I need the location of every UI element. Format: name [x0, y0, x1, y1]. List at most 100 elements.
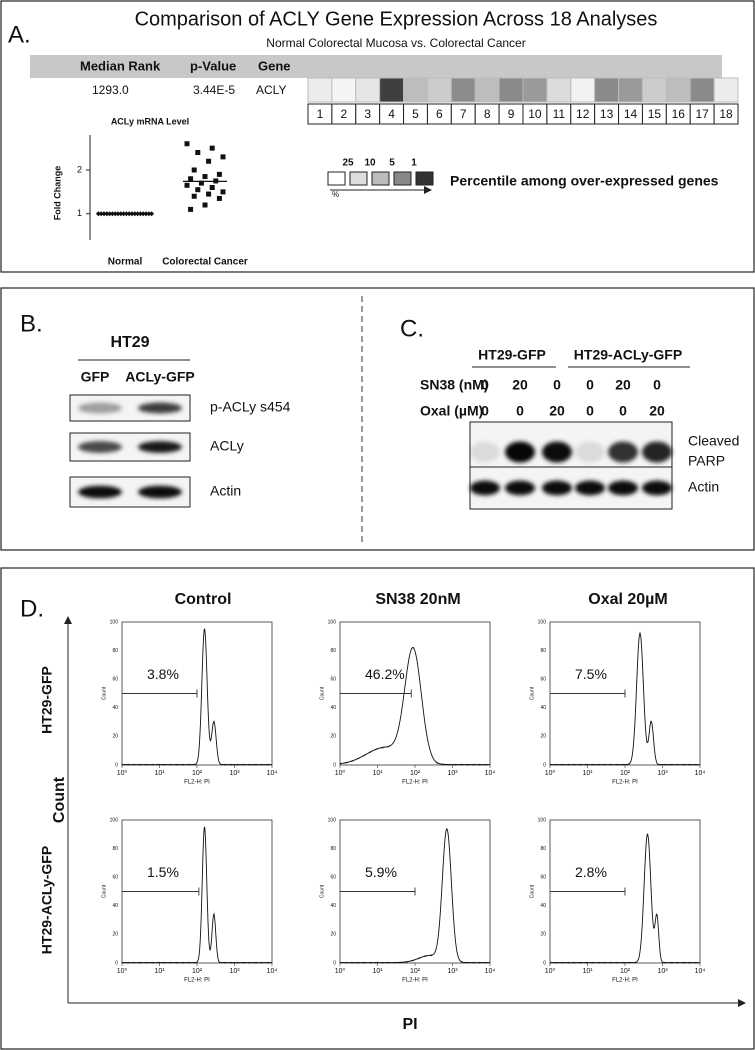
percentage: 46.2% — [365, 666, 405, 682]
x-tick-label: Normal — [108, 257, 143, 268]
column-label: Control — [175, 591, 232, 608]
x-tick-label: 10⁰ — [117, 967, 128, 975]
index-label: 18 — [719, 107, 733, 121]
row-label: HT29-ACLy-GFP — [39, 846, 55, 954]
y-tick-label: 0 — [543, 960, 546, 966]
index-label: 13 — [600, 107, 614, 121]
y-tick-label: 100 — [538, 619, 547, 625]
x-tick-label: 10² — [410, 770, 421, 777]
y-tick-label: 60 — [112, 875, 118, 881]
panel-label: D. — [20, 595, 44, 622]
point — [146, 211, 152, 217]
point — [216, 195, 222, 201]
heat-cell — [307, 77, 333, 103]
table-cell: 1293.0 — [92, 83, 129, 97]
y-tick-label: 60 — [540, 677, 546, 683]
y-tick-label: 20 — [540, 734, 546, 740]
percentage: 3.8% — [147, 666, 179, 682]
x-tick-label: 10² — [192, 968, 203, 975]
subtitle: Normal Colorectal Mucosa vs. Colorectal … — [266, 36, 525, 50]
point — [202, 174, 208, 180]
cell-line: HT29 — [110, 334, 149, 351]
plot-y-label: Count — [529, 686, 535, 700]
plot-x-label: FL2-H: PI — [612, 780, 638, 786]
x-tick-label: 10¹ — [582, 770, 593, 777]
dose-label: 0 — [653, 377, 661, 393]
band — [138, 485, 182, 499]
heat-cell — [474, 77, 500, 103]
heat-cell — [522, 77, 548, 103]
legend-swatch — [327, 171, 346, 186]
y-tick-label: 100 — [110, 817, 119, 823]
dose-label: 0 — [516, 403, 524, 419]
legend-swatch — [349, 171, 368, 186]
axis-label: PI — [402, 1016, 417, 1033]
blot-label: Actin — [688, 479, 719, 495]
x-tick-label: Colorectal Cancer — [162, 257, 248, 268]
point — [191, 193, 197, 199]
index-label: 7 — [460, 107, 467, 121]
heat-cell — [689, 77, 715, 103]
index-label: 9 — [508, 107, 515, 121]
x-tick-label: 10⁰ — [545, 769, 556, 777]
heat-cell — [450, 77, 476, 103]
band — [575, 441, 605, 463]
x-tick-label: 10¹ — [372, 968, 383, 975]
point — [149, 211, 155, 217]
plot-y-label: Count — [319, 686, 325, 700]
x-tick-label: 10⁴ — [267, 968, 278, 975]
x-tick-label: 10² — [192, 770, 203, 777]
table-header: p-Value — [190, 58, 236, 73]
x-tick-label: 10³ — [229, 968, 240, 975]
band — [608, 441, 638, 463]
band — [505, 441, 535, 463]
y-tick-label: 80 — [112, 846, 118, 852]
y-tick-label: 0 — [115, 960, 118, 966]
index-cell — [713, 103, 739, 125]
percentage: 2.8% — [575, 864, 607, 880]
index-label: 11 — [553, 107, 566, 121]
treatment-label: SN38 (nM) — [420, 377, 488, 393]
y-tick-label: 40 — [330, 903, 336, 909]
axis-label: Fold Change — [52, 166, 62, 221]
heat-cell — [403, 77, 428, 103]
plot-x-label: FL2-H: PI — [184, 780, 210, 786]
band — [78, 485, 122, 499]
heat-cell — [713, 77, 739, 103]
legend-label: 5 — [389, 158, 395, 169]
point — [98, 211, 104, 217]
y-tick-label: 60 — [112, 677, 118, 683]
panel-d-frame — [0, 567, 755, 1050]
band — [642, 480, 672, 496]
x-tick-label: 10³ — [657, 770, 668, 777]
point — [220, 189, 226, 195]
heat-cell — [355, 77, 381, 103]
heat-cell — [379, 77, 405, 103]
index-label: 12 — [576, 107, 590, 121]
point — [188, 176, 194, 182]
table-header: Gene — [258, 58, 291, 73]
y-tick-label: 0 — [543, 762, 546, 768]
x-tick-label: 10² — [620, 770, 631, 777]
band — [575, 480, 605, 496]
point — [95, 211, 101, 217]
plot-y-label: Count — [529, 884, 535, 898]
heat-cell — [665, 77, 691, 103]
point — [184, 182, 190, 188]
table-cell: 3.44E-5 — [193, 83, 235, 97]
index-label: 5 — [412, 107, 419, 121]
y-tick-label: 40 — [540, 903, 546, 909]
percentage: 1.5% — [147, 864, 179, 880]
heat-cell — [498, 77, 524, 103]
scatter-title: ACLy mRNA Level — [111, 116, 189, 126]
title: Comparison of ACLY Gene Expression Acros… — [135, 8, 658, 30]
point — [195, 150, 201, 155]
group-label: HT29-ACLy-GFP — [574, 347, 682, 363]
column-label: Oxal 20µM — [588, 591, 667, 608]
table-cell: ACLY — [256, 83, 286, 97]
point — [209, 185, 215, 190]
x-tick-label: 10⁴ — [267, 770, 278, 777]
x-tick-label: 10³ — [447, 770, 458, 777]
point — [202, 202, 208, 208]
histogram-curve — [121, 628, 273, 766]
